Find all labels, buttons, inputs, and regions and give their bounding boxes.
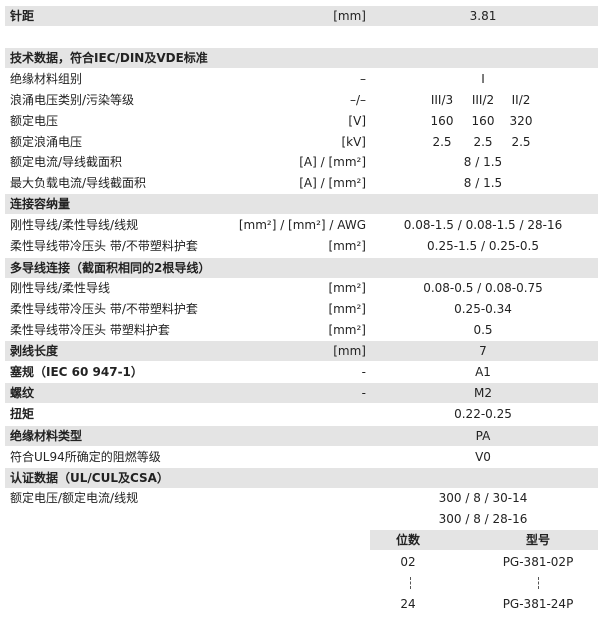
row-label: 额定浪涌电压	[10, 135, 83, 149]
row-unit: [mm²]	[328, 323, 366, 337]
row-background	[5, 48, 598, 68]
row-value: 2.5	[432, 135, 452, 149]
row-value: 160	[471, 114, 495, 128]
row-label: 柔性导线带冷压头 带塑料护套	[10, 323, 170, 337]
row-background	[5, 258, 598, 278]
row-unit: -	[361, 386, 366, 400]
model-cell: PG-381-02P	[502, 555, 574, 569]
row-label: 符合UL94所确定的阻燃等级	[10, 450, 161, 464]
row-value: 8 / 1.5	[463, 176, 503, 190]
row-value: M2	[474, 386, 492, 400]
row-unit: [V]	[348, 114, 366, 128]
row-value: 7	[479, 344, 487, 358]
row-label: 扭矩	[10, 407, 35, 421]
row-value: 3.81	[469, 9, 497, 23]
row-unit: [mm²]	[328, 281, 366, 295]
row-value: II/2	[511, 93, 531, 107]
row-unit: [mm]	[333, 344, 366, 358]
ellipsis-line	[538, 577, 539, 589]
row-label: 浪涌电压类别/污染等级	[10, 93, 135, 107]
row-label: 连接容纳量	[10, 197, 71, 211]
row-label: 多导线连接（截面积相同的2根导线）	[10, 261, 211, 275]
row-value: I	[481, 72, 485, 86]
model-cell: PG-381-24P	[502, 597, 574, 611]
column-header: 位数	[395, 533, 421, 547]
row-value: 300 / 8 / 28-16	[438, 512, 528, 526]
row-unit: [A] / [mm²]	[299, 176, 366, 190]
row-background	[5, 426, 598, 446]
row-background	[5, 194, 598, 214]
row-value: 2.5	[473, 135, 493, 149]
row-value: 0.22-0.25	[454, 407, 512, 421]
row-value: A1	[475, 365, 491, 379]
row-value: 320	[509, 114, 533, 128]
row-value: V0	[475, 450, 491, 464]
row-unit: [kV]	[341, 135, 366, 149]
row-background	[5, 383, 598, 403]
row-unit: [mm²]	[328, 239, 366, 253]
row-background	[5, 341, 598, 361]
row-unit: –	[360, 72, 366, 86]
row-label: 额定电流/导线截面积	[10, 155, 123, 169]
row-label: 技术数据，符合IEC/DIN及VDE标准	[10, 51, 208, 65]
row-background	[5, 468, 598, 488]
row-label: 剥线长度	[10, 344, 59, 358]
row-label: 塞规（IEC 60 947-1）	[10, 365, 143, 379]
row-label: 刚性导线/柔性导线/线规	[10, 218, 139, 232]
row-label: 绝缘材料类型	[10, 429, 83, 443]
row-label: 绝缘材料组别	[10, 72, 83, 86]
row-value: 0.08-0.5 / 0.08-0.75	[423, 281, 543, 295]
row-label: 额定电压/额定电流/线规	[10, 491, 139, 505]
row-label: 认证数据（UL/CUL及CSA）	[10, 471, 169, 485]
column-header: 型号	[525, 533, 551, 547]
row-value: PA	[475, 429, 491, 443]
row-background	[5, 6, 598, 26]
row-label: 螺纹	[10, 386, 35, 400]
header-background	[370, 530, 598, 550]
model-cell: 24	[400, 597, 416, 611]
row-unit: –/–	[349, 93, 366, 107]
row-label: 柔性导线带冷压头 带/不带塑料护套	[10, 302, 198, 316]
row-value: 160	[430, 114, 454, 128]
row-value: 2.5	[511, 135, 531, 149]
row-label: 柔性导线带冷压头 带/不带塑料护套	[10, 239, 198, 253]
row-unit: -	[361, 365, 366, 379]
row-unit: [mm²]	[328, 302, 366, 316]
row-value: 300 / 8 / 30-14	[438, 491, 528, 505]
row-value: III/3	[430, 93, 454, 107]
row-label: 额定电压	[10, 114, 59, 128]
row-value: 0.25-1.5 / 0.25-0.5	[427, 239, 539, 253]
ellipsis-line	[410, 577, 411, 589]
row-label: 刚性导线/柔性导线	[10, 281, 111, 295]
model-cell: 02	[400, 555, 416, 569]
row-label: 针距	[10, 9, 35, 23]
row-value: III/2	[471, 93, 495, 107]
row-unit: [mm²] / [mm²] / AWG	[238, 218, 366, 232]
row-value: 0.25-0.34	[454, 302, 512, 316]
row-unit: [mm]	[333, 9, 366, 23]
row-unit: [A] / [mm²]	[299, 155, 366, 169]
row-label: 最大负载电流/导线截面积	[10, 176, 147, 190]
row-value: 0.5	[473, 323, 493, 337]
row-value: 8 / 1.5	[463, 155, 503, 169]
row-value: 0.08-1.5 / 0.08-1.5 / 28-16	[403, 218, 563, 232]
